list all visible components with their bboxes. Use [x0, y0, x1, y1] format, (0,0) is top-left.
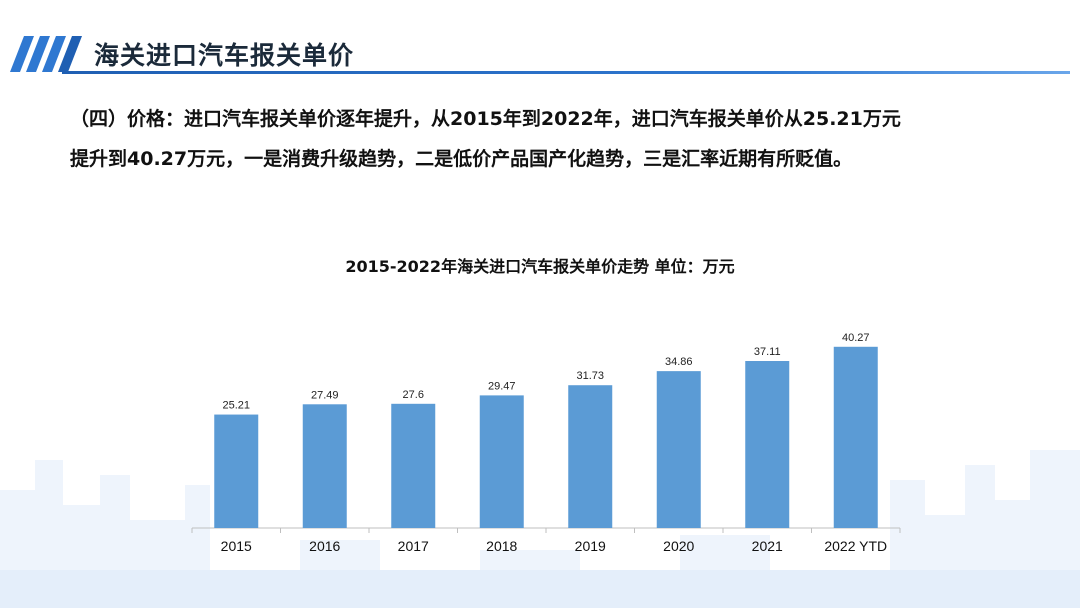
- data-label: 29.47: [488, 380, 516, 392]
- data-label: 37.11: [754, 346, 781, 358]
- title-stripes-icon: [10, 36, 82, 72]
- data-label: 34.86: [665, 356, 693, 368]
- x-tick-label: 2016: [309, 538, 340, 554]
- bar-2020: [656, 371, 701, 528]
- x-tick-label: 2020: [663, 538, 694, 554]
- body-line-1: （四）价格：进口汽车报关单价逐年提升，从2015年到2022年，进口汽车报关单价…: [70, 108, 901, 130]
- x-tick-label: 2018: [486, 538, 517, 554]
- slide-header: 海关进口汽车报关单价: [0, 0, 1080, 80]
- x-tick-label: 2019: [575, 538, 606, 554]
- x-tick-label: 2022 YTD: [824, 538, 887, 554]
- x-tick-label: 2017: [398, 538, 429, 554]
- bar-2021: [745, 361, 790, 528]
- data-label: 40.27: [842, 332, 870, 344]
- title-underline: [62, 71, 1070, 74]
- page-title: 海关进口汽车报关单价: [94, 41, 355, 70]
- body-paragraph: （四）价格：进口汽车报关单价逐年提升，从2015年到2022年，进口汽车报关单价…: [70, 99, 1060, 179]
- bar-2019: [568, 385, 613, 528]
- chart-title: 2015-2022年海关进口汽车报关单价走势 单位：万元: [345, 257, 735, 276]
- x-tick-label: 2021: [752, 538, 783, 554]
- bar-2016: [302, 404, 347, 528]
- bar-2022-YTD: [833, 346, 878, 528]
- data-label: 27.49: [311, 389, 339, 401]
- body-line-2: 提升到40.27万元，一是消费升级趋势，二是低价产品国产化趋势，三是汇率近期有所…: [70, 148, 853, 170]
- bar-2018: [479, 395, 524, 528]
- bar-2015: [214, 414, 259, 528]
- data-label: 25.21: [222, 400, 250, 412]
- bar-2017: [391, 403, 436, 528]
- data-label: 31.73: [576, 370, 604, 382]
- x-tick-label: 2015: [221, 538, 252, 554]
- data-label: 27.6: [403, 389, 424, 401]
